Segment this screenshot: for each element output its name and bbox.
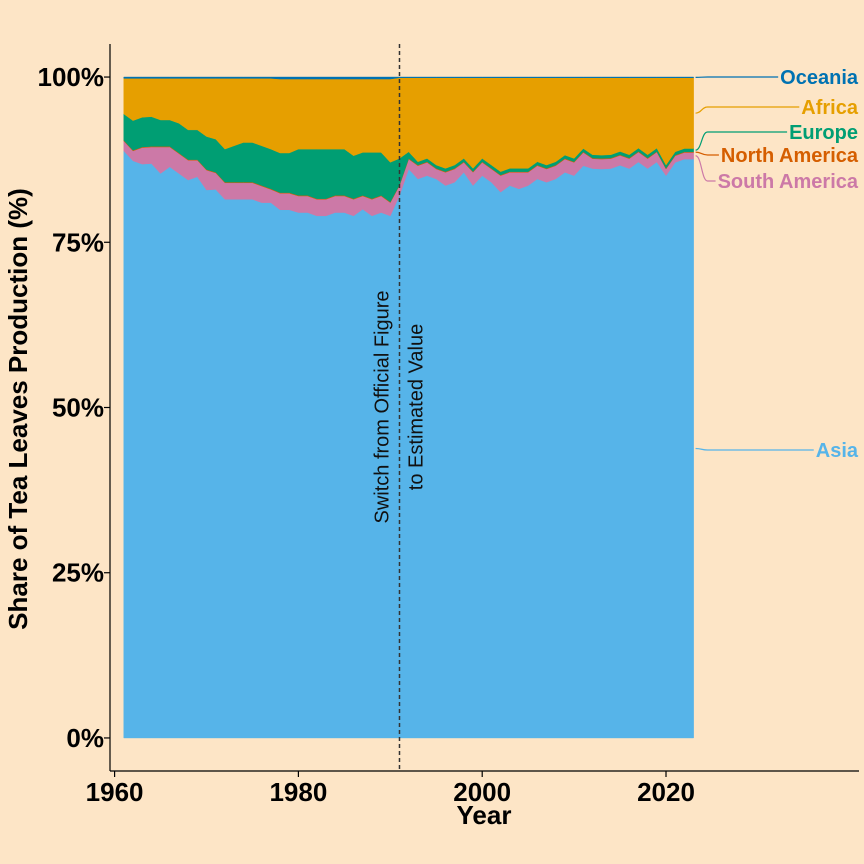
- x-axis-title: Year: [457, 800, 512, 830]
- area-layers: [123, 76, 694, 739]
- series-leader-europe: [695, 131, 788, 151]
- series-label-oceania: Oceania: [780, 67, 859, 89]
- annotation: Switch from Official Figure to Estimated…: [371, 44, 427, 771]
- series-label-north-america: North America: [721, 145, 859, 167]
- x-tick-label: 2020: [637, 777, 695, 807]
- x-tick-label: 1980: [269, 777, 327, 807]
- series-label-south-america: South America: [718, 171, 859, 193]
- x-tick-label: 2000: [453, 777, 511, 807]
- x-tick-label: 1960: [86, 777, 144, 807]
- x-ticks: 1960 1980 2000 2020: [86, 771, 695, 807]
- y-tick-label: 50%: [52, 393, 104, 423]
- y-axis-title: Share of Tea Leaves Production (%): [3, 188, 33, 630]
- y-tick-label: 0%: [66, 723, 104, 753]
- y-tick-label: 25%: [52, 558, 104, 588]
- y-ticks: 0% 25% 50% 75% 100%: [38, 62, 110, 753]
- series-label-europe: Europe: [789, 122, 858, 144]
- annotation-text-line2: to Estimated Value: [405, 324, 427, 490]
- series-leader-africa: [695, 106, 800, 114]
- annotation-text-line1: Switch from Official Figure: [371, 290, 393, 523]
- series-leader-south-america: [695, 155, 716, 182]
- series-label-asia: Asia: [816, 440, 859, 462]
- series-leader-asia: [695, 447, 814, 451]
- area-oceania: [123, 76, 694, 80]
- y-tick-label: 100%: [38, 62, 105, 92]
- series-leader-north-america: [695, 151, 719, 156]
- y-tick-label: 75%: [52, 227, 104, 257]
- series-label-africa: Africa: [801, 97, 859, 119]
